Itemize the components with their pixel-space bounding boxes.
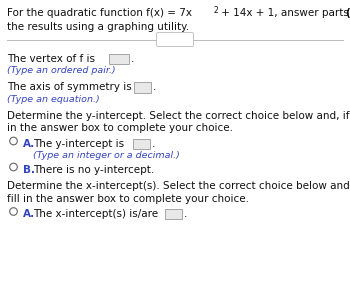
Text: in the answer box to complete your choice.: in the answer box to complete your choic…: [7, 123, 233, 133]
Text: Determine the y-intercept. Select the correct choice below and, if necessary, fi: Determine the y-intercept. Select the co…: [7, 110, 350, 120]
Text: .: .: [184, 209, 187, 219]
Circle shape: [10, 137, 17, 145]
Text: .: .: [152, 138, 155, 148]
Text: (Type an ordered pair.): (Type an ordered pair.): [7, 66, 116, 75]
Text: (Type an integer or a decimal.): (Type an integer or a decimal.): [33, 151, 180, 160]
Text: .: .: [153, 82, 156, 92]
FancyBboxPatch shape: [133, 138, 150, 148]
Text: The vertex of f is: The vertex of f is: [7, 54, 95, 64]
Circle shape: [10, 208, 17, 215]
Text: The axis of symmetry is: The axis of symmetry is: [7, 82, 132, 92]
Text: (Type an equation.): (Type an equation.): [7, 95, 100, 104]
Text: There is no y-intercept.: There is no y-intercept.: [33, 165, 154, 175]
Text: A.: A.: [23, 138, 35, 148]
FancyBboxPatch shape: [134, 82, 151, 93]
Text: The x-intercept(s) is/are: The x-intercept(s) is/are: [33, 209, 158, 219]
Text: The y-intercept is: The y-intercept is: [33, 138, 124, 148]
Text: Determine the x-intercept(s). Select the correct choice below and, if necessary,: Determine the x-intercept(s). Select the…: [7, 181, 350, 191]
Text: the results using a graphing utility.: the results using a graphing utility.: [7, 21, 189, 32]
Text: For the quadratic function f(x) = 7x: For the quadratic function f(x) = 7x: [7, 8, 192, 18]
Text: .: .: [131, 54, 134, 64]
FancyBboxPatch shape: [165, 209, 182, 219]
Text: + 14x + 1, answer parts: + 14x + 1, answer parts: [218, 8, 350, 18]
Text: fill in the answer box to complete your choice.: fill in the answer box to complete your …: [7, 194, 249, 203]
FancyBboxPatch shape: [109, 54, 129, 64]
Text: · · ·: · · ·: [168, 35, 182, 44]
Text: 2: 2: [213, 5, 218, 14]
FancyBboxPatch shape: [156, 33, 194, 46]
Text: (a): (a): [345, 8, 350, 18]
Text: B.: B.: [23, 165, 35, 175]
Text: A.: A.: [23, 209, 35, 219]
Circle shape: [10, 163, 17, 171]
